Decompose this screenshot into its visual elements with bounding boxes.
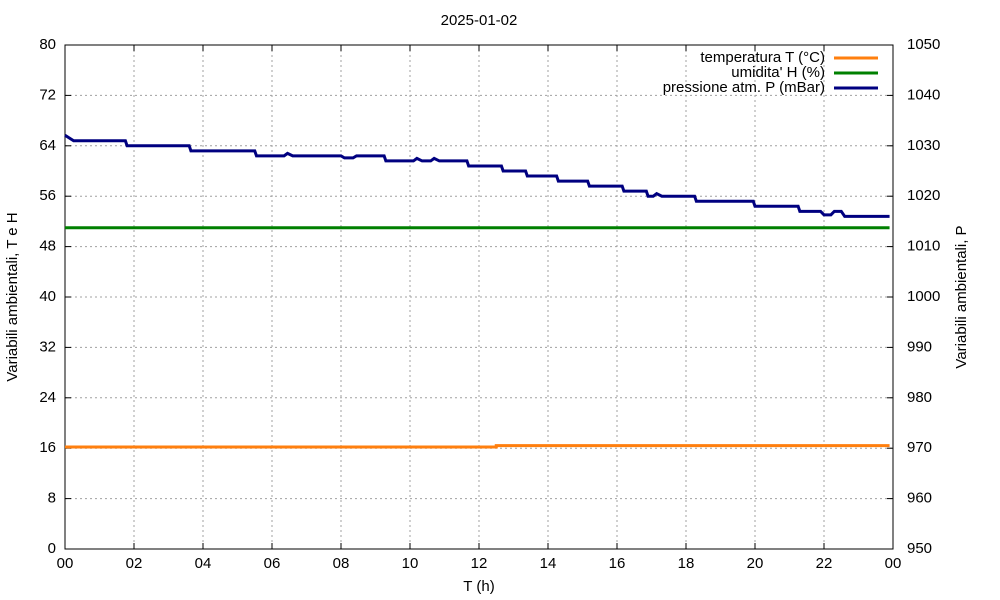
x-tick-label: 04: [195, 555, 212, 572]
x-tick-label: 22: [816, 555, 833, 572]
plot-frame: [64, 44, 894, 550]
x-tick-label: 14: [540, 555, 557, 572]
x-tick-label: 10: [402, 555, 419, 572]
y2-tick-label: 1040: [907, 86, 940, 103]
legend-label: pressione atm. P (mBar): [663, 79, 825, 96]
y-tick-label: 72: [39, 86, 56, 103]
y-tick-label: 0: [48, 540, 56, 557]
y2-tick-label: 980: [907, 389, 932, 406]
y-tick-label: 40: [39, 288, 56, 305]
x-tick-label: 16: [609, 555, 626, 572]
y-tick-label: 16: [39, 439, 56, 456]
y-tick-label: 24: [39, 389, 56, 406]
y2-tick-label: 1010: [907, 238, 940, 255]
chart-title: 2025-01-02: [441, 12, 518, 29]
y2-tick-label: 1050: [907, 36, 940, 53]
series-line: [65, 444, 890, 449]
y2-tick-label: 1000: [907, 288, 940, 305]
x-tick-label: 12: [471, 555, 488, 572]
x-tick-label: 00: [885, 555, 902, 572]
y-tick-label: 56: [39, 187, 56, 204]
x-tick-label: 20: [747, 555, 764, 572]
y-tick-label: 64: [39, 137, 56, 154]
x-tick-label: 00: [57, 555, 74, 572]
y2-axis-label: Variabili ambientali, P: [953, 225, 970, 368]
x-tick-label: 06: [264, 555, 281, 572]
legend-label: umidita' H (%): [731, 64, 825, 81]
y2-tick-label: 1020: [907, 187, 940, 204]
y2-tick-label: 950: [907, 540, 932, 557]
y2-tick-label: 960: [907, 490, 932, 507]
x-tick-label: 18: [678, 555, 695, 572]
legend-label: temperatura T (°C): [700, 49, 825, 66]
y-tick-label: 8: [48, 490, 56, 507]
x-tick-label: 02: [126, 555, 143, 572]
y2-tick-label: 1030: [907, 137, 940, 154]
x-tick-label: 08: [333, 555, 350, 572]
y-tick-label: 48: [39, 238, 56, 255]
y-axis-label: Variabili ambientali, T e H: [4, 212, 21, 381]
y-tick-label: 80: [39, 36, 56, 53]
series-line: [64, 133, 890, 218]
y2-tick-label: 970: [907, 439, 932, 456]
y2-tick-label: 990: [907, 338, 932, 355]
x-axis-label: T (h): [463, 578, 494, 595]
y-tick-label: 32: [39, 338, 56, 355]
